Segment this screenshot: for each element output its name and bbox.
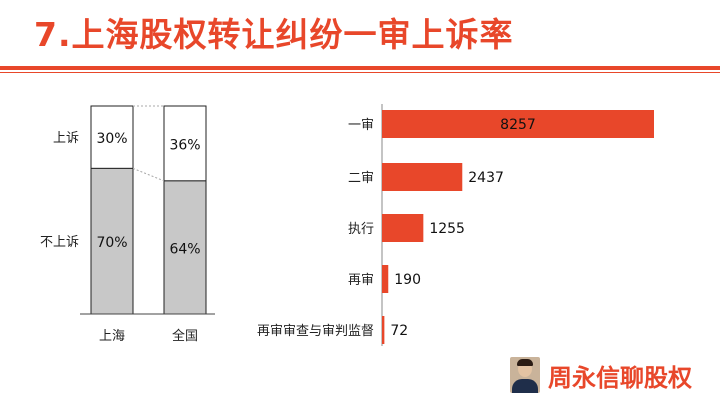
data-label-appeal: 30% <box>96 131 127 147</box>
title-underline-thin <box>0 72 720 73</box>
y-tick-label: 一审 <box>348 118 374 133</box>
y-tick-label: 再审 <box>348 273 374 288</box>
data-label: 190 <box>394 272 421 288</box>
y-tick-label: 再审审查与审判监督 <box>257 324 374 339</box>
data-label: 1255 <box>429 221 465 237</box>
bar <box>382 163 463 191</box>
data-label-appeal: 36% <box>169 137 200 153</box>
brand-footer: 周永信聊股权 <box>510 355 692 395</box>
bar-segment-no-appeal <box>163 180 207 315</box>
y-tick-label: 二审 <box>348 171 374 186</box>
data-label: 72 <box>390 323 408 339</box>
x-tick-label: 上海 <box>99 329 125 344</box>
y-tick-label: 执行 <box>348 222 374 237</box>
avatar <box>510 357 540 393</box>
data-label: 2437 <box>468 170 504 186</box>
bar <box>382 214 424 242</box>
legend-label-appeal: 上诉 <box>53 131 79 146</box>
x-tick-label: 全国 <box>172 328 198 344</box>
bar-segment-appeal <box>90 105 134 169</box>
series-connector-line <box>132 167 165 182</box>
brand-name: 周永信聊股权 <box>548 363 692 392</box>
title-underline <box>0 66 720 70</box>
bar-segment-no-appeal <box>90 167 134 315</box>
data-label: 8257 <box>500 117 536 133</box>
legend-label-no-appeal: 不上诉 <box>40 235 79 250</box>
data-label-no-appeal: 64% <box>169 241 200 257</box>
bar <box>382 316 385 344</box>
data-label-no-appeal: 70% <box>96 235 127 251</box>
bar <box>382 110 654 138</box>
bar <box>382 265 389 293</box>
page-title: 7.上海股权转让纠纷一审上诉率 <box>34 15 514 54</box>
